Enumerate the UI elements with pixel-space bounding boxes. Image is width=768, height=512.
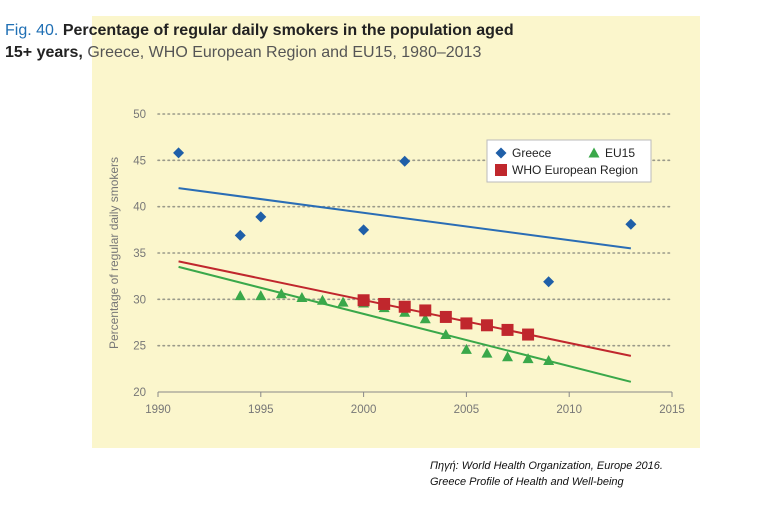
y-axis-label: Percentage of regular daily smokers: [107, 157, 121, 349]
y-tick-label-35: 35: [133, 248, 146, 260]
chart-panel: [92, 16, 700, 448]
eu15-point-1997: [296, 291, 308, 302]
greece-point-1995: [255, 211, 267, 223]
legend-greece-label: Greece: [512, 146, 552, 160]
title-subtitle: Greece, WHO European Region and EU15, 19…: [87, 44, 482, 61]
greece-point-2009: [543, 276, 555, 288]
source-caption: Πηγή: World Health Organization, Europe …: [430, 458, 663, 490]
x-tick-label-2005: 2005: [454, 404, 480, 416]
who-european-region-point-2005: [460, 317, 473, 330]
who-european-region-point-2004: [439, 310, 452, 323]
x-tick-label-2015: 2015: [659, 404, 685, 416]
y-tick-label-40: 40: [133, 202, 146, 214]
eu15-trend-line: [178, 265, 632, 383]
greece-point-2002: [399, 155, 411, 167]
x-tick-label-1995: 1995: [248, 404, 274, 416]
who-european-region-point-2008: [522, 328, 535, 341]
x-tick-label-2000: 2000: [351, 404, 377, 416]
eu15-point-1998: [316, 294, 328, 305]
who-european-region-point-2000: [357, 294, 370, 307]
title-main: Percentage of regular daily smokers in t…: [62, 22, 514, 39]
y-tick-label-30: 30: [133, 294, 146, 306]
eu15-point-1999: [337, 296, 349, 307]
eu15-point-2003: [419, 313, 431, 324]
eu15-point-1996: [275, 288, 287, 299]
who-european-region-point-2001: [378, 297, 391, 310]
x-tick-label-1990: 1990: [145, 404, 171, 416]
greece-trend-line: [178, 187, 632, 250]
greece-point-1991: [173, 147, 185, 159]
eu15-point-2008: [522, 353, 534, 364]
y-tick-label-45: 45: [133, 155, 146, 167]
chart-title: Fig. 40. Percentage of regular daily smo…: [5, 20, 514, 64]
greece-point-2000: [358, 224, 370, 236]
legend-eu15-marker: [588, 147, 600, 158]
legend-box: [486, 139, 652, 183]
eu15-point-1994: [234, 290, 246, 301]
source-line-1: Πηγή: World Health Organization, Europe …: [430, 460, 663, 472]
who-european-region-point-2006: [480, 319, 493, 332]
eu15-point-2007: [502, 351, 514, 362]
legend-eu15-label: EU15: [605, 146, 635, 160]
eu15-point-2005: [460, 343, 472, 354]
greece-point-1994: [234, 229, 246, 241]
who-european-region-point-2002: [398, 300, 411, 313]
x-tick-label-2010: 2010: [556, 404, 582, 416]
greece-point-2013: [625, 218, 637, 230]
y-tick-label-50: 50: [133, 109, 146, 121]
title-main-2: 15+ years,: [5, 44, 83, 61]
figure-label: Fig. 40.: [5, 22, 59, 39]
eu15-point-2006: [481, 347, 493, 358]
legend-who-label: WHO European Region: [512, 163, 638, 177]
source-line-2: Greece Profile of Health and Well-being: [430, 476, 624, 488]
legend-who-marker: [495, 164, 507, 176]
eu15-point-2004: [440, 329, 452, 340]
eu15-point-1995: [255, 290, 267, 301]
legend-greece-marker: [495, 147, 507, 159]
eu15-point-2009: [543, 354, 555, 365]
y-tick-label-20: 20: [133, 387, 146, 399]
who-european-region-point-2003: [419, 304, 432, 317]
who-european-region-point-2007: [501, 323, 514, 336]
y-tick-label-25: 25: [133, 341, 146, 353]
